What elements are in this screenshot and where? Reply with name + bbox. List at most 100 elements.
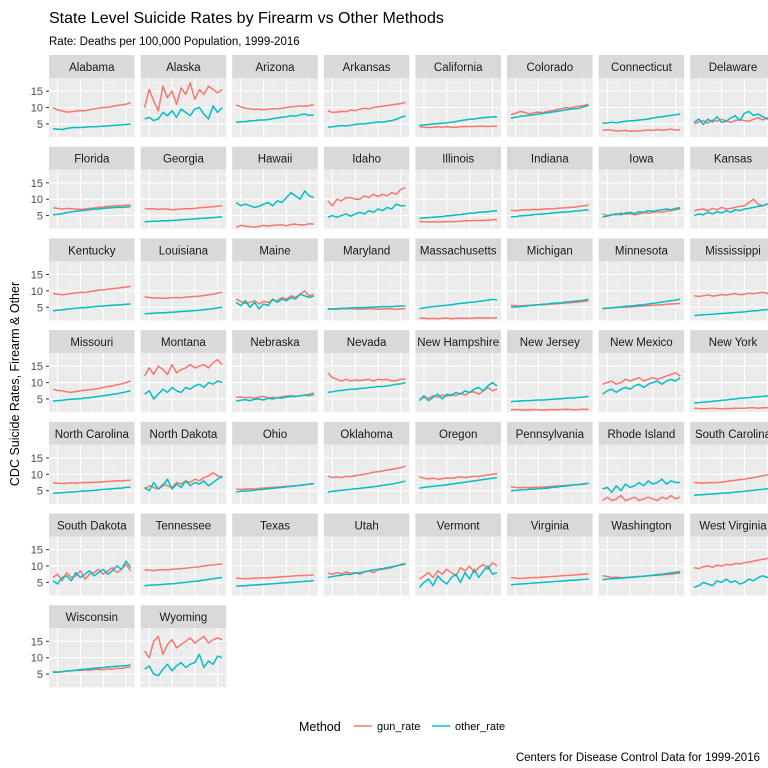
series-line-gun-rate	[52, 101, 131, 113]
facet-maine: Maine	[232, 238, 318, 321]
facet-strip	[690, 330, 768, 354]
series-line-gun-rate	[52, 479, 131, 485]
facet-label: Alaska	[166, 62, 201, 74]
series-line-other-rate	[236, 580, 314, 588]
series-line-other-rate	[144, 216, 223, 223]
chart-title: State Level Suicide Rates by Firearm vs …	[49, 10, 444, 27]
series-line-gun-rate	[143, 358, 223, 377]
series-line-other-rate	[693, 575, 768, 589]
series-line-gun-rate	[419, 472, 498, 480]
y-tick-label: 15	[31, 453, 43, 465]
facet-rhode-island: Rhode Island	[598, 421, 685, 504]
facet-strip	[140, 55, 227, 78]
series-line-other-rate	[235, 190, 315, 209]
facet-strip	[598, 421, 685, 445]
facet-alaska: Alaska	[140, 55, 227, 137]
facet-west-virginia: West Virginia	[690, 513, 768, 596]
series-line-other-rate	[510, 578, 589, 586]
series-line-other-rate	[52, 486, 131, 495]
facet-south-dakota: South Dakota 5 10 15	[31, 513, 135, 596]
series-line-other-rate	[236, 482, 314, 493]
facet-washington: Washington	[598, 513, 685, 596]
facet-strip	[323, 238, 410, 262]
facet-strip	[507, 146, 593, 170]
y-tick-label: 15	[31, 361, 43, 373]
chart-caption: Centers for Disease Control Data for 199…	[516, 752, 760, 764]
y-tick-label: 15	[31, 86, 43, 98]
series-line-other-rate	[52, 560, 132, 585]
facet-label: Arizona	[256, 62, 296, 74]
facet-strip	[415, 421, 501, 445]
y-axis-title: CDC Suicide Rates, Firearm & Other	[8, 282, 22, 486]
legend: Method gun_rate other_rate	[299, 720, 505, 734]
facet-strip	[140, 146, 227, 170]
series-line-other-rate	[418, 381, 498, 402]
facet-label: Michigan	[527, 245, 573, 257]
facet-strip	[49, 421, 135, 445]
facet-nebraska: Nebraska	[232, 330, 318, 413]
facet-hawaii: Hawaii	[232, 146, 318, 229]
facet-california: California	[415, 55, 501, 137]
series-line-other-rate	[694, 308, 768, 317]
series-line-gun-rate	[510, 573, 589, 580]
facet-nevada: Nevada	[323, 330, 410, 413]
facet-strip	[49, 146, 135, 170]
y-tick-label: 15	[31, 270, 43, 282]
facet-label: Delaware	[709, 62, 758, 74]
facet-label: Vermont	[437, 521, 481, 533]
series-line-other-rate	[327, 305, 406, 311]
facet-strip	[690, 421, 768, 445]
facet-strip	[323, 421, 410, 445]
series-line-other-rate	[52, 303, 131, 312]
facet-strip	[507, 55, 593, 78]
facet-label: Texas	[260, 521, 290, 533]
facet-strip	[323, 330, 410, 354]
facet-label: Pennsylvania	[516, 429, 585, 441]
facet-strip	[49, 513, 135, 537]
facet-virginia: Virginia	[507, 513, 593, 596]
facet-label: Maine	[259, 245, 290, 257]
series-line-other-rate	[510, 395, 589, 403]
series-line-other-rate	[236, 393, 315, 402]
facet-arkansas: Arkansas	[323, 55, 410, 137]
series-line-other-rate	[602, 298, 681, 310]
facet-label: Tennessee	[156, 521, 212, 533]
facet-utah: Utah	[323, 513, 410, 596]
facet-strip	[415, 513, 501, 537]
facet-strip	[323, 146, 410, 170]
facet-strip	[507, 421, 593, 445]
facet-missouri: Missouri 5 10 15	[31, 330, 135, 413]
series-line-other-rate	[327, 480, 406, 493]
series-line-other-rate	[602, 478, 681, 494]
series-line-other-rate	[52, 664, 131, 674]
facet-iowa: Iowa	[598, 146, 685, 229]
series-line-other-rate	[694, 395, 768, 404]
series-line-gun-rate	[327, 186, 406, 207]
series-line-other-rate	[602, 206, 681, 218]
facet-tennessee: Tennessee	[140, 513, 227, 596]
facet-label: North Dakota	[150, 429, 218, 441]
facet-wyoming: Wyoming	[140, 605, 227, 688]
series-line-other-rate	[510, 482, 589, 492]
facet-strip	[690, 238, 768, 262]
series-line-other-rate	[419, 298, 498, 310]
facet-georgia: Georgia	[140, 146, 227, 229]
series-line-other-rate	[144, 105, 223, 122]
facet-label: Washington	[611, 521, 671, 533]
facet-label: Minnesota	[615, 245, 669, 257]
y-tick-label: 10	[31, 653, 43, 665]
facet-label: Louisiana	[159, 245, 209, 257]
series-line-other-rate	[510, 298, 589, 309]
facet-label: Nebraska	[250, 337, 300, 349]
series-line-gun-rate	[694, 291, 768, 298]
facet-label: Hawaii	[258, 154, 293, 166]
facet-new-mexico: New Mexico	[598, 330, 685, 413]
series-line-gun-rate	[52, 285, 131, 296]
series-line-gun-rate	[694, 557, 768, 570]
series-line-other-rate	[510, 208, 589, 218]
series-line-gun-rate	[510, 204, 589, 212]
facet-label: South Carolina	[695, 429, 768, 441]
series-line-gun-rate	[143, 635, 223, 659]
facet-idaho: Idaho	[323, 146, 410, 229]
